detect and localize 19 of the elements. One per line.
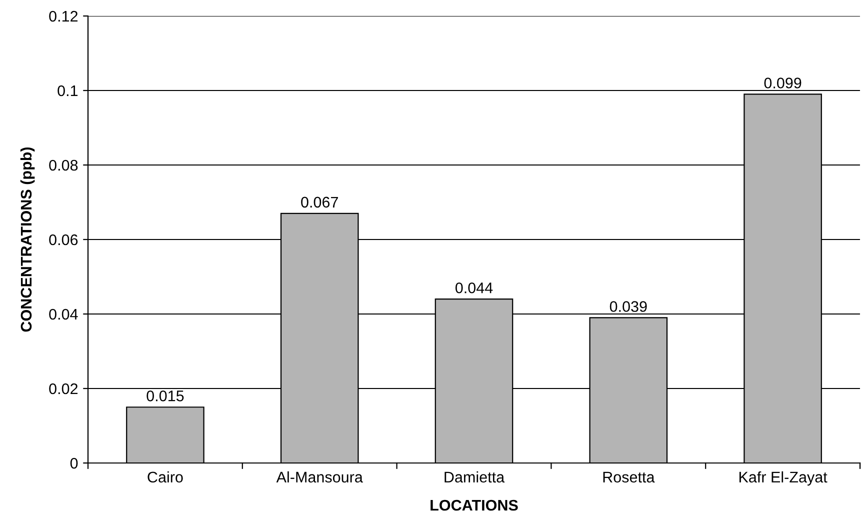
x-tick-label: Cairo <box>148 471 183 483</box>
x-tick-label: Kafr El-Zayat <box>739 471 828 486</box>
y-tick-label: 0.04 <box>49 308 78 320</box>
data-label: 0.015 <box>146 390 184 402</box>
y-tick-label: 0.06 <box>49 234 78 246</box>
y-tick-label: 0.1 <box>58 85 78 96</box>
x-axis-title: LOCATIONS <box>430 500 518 511</box>
y-tick-label: 0.02 <box>49 383 78 394</box>
x-tick-label: Al-Mansoura <box>276 471 363 483</box>
data-label: 0.067 <box>301 196 338 208</box>
data-label: 0.044 <box>455 282 493 294</box>
x-tick-label: Damietta <box>444 471 505 483</box>
y-axis-title: CONCENTRATIONS (ppb) <box>20 147 35 332</box>
y-tick-label: 0.12 <box>49 10 78 22</box>
x-tick-label: Rosetta <box>603 472 655 483</box>
y-tick-label: 0.08 <box>49 160 78 171</box>
data-label: 0.039 <box>610 301 647 312</box>
y-tick-label: 0 <box>70 458 78 469</box>
data-label: 0.099 <box>764 78 802 88</box>
